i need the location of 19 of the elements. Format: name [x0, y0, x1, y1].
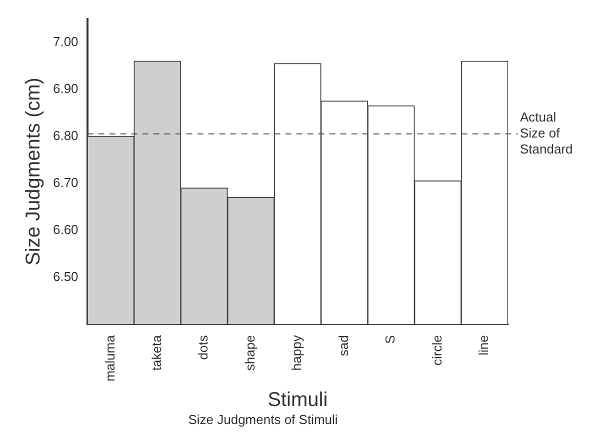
x-tick-label: sad — [336, 335, 351, 356]
x-tick-label: line — [476, 335, 492, 356]
x-tick-label: dots — [196, 334, 211, 360]
x-axis-title: Stimuli — [268, 388, 328, 411]
y-axis-title: Size Judgments (cm) — [22, 78, 45, 266]
x-tick-label: taketa — [148, 334, 164, 371]
ref-line-label: Actual Size of Standard — [520, 109, 573, 156]
y-tick-label: 7.00 — [52, 34, 78, 49]
x-tick-label: maluma — [102, 334, 118, 382]
x-tick-label: happy — [289, 334, 304, 371]
y-tick-label: 6.80 — [52, 128, 78, 143]
x-tick-label: circle — [429, 335, 444, 366]
text: Size Judgments of Stimuli — [188, 412, 338, 427]
x-tick-label: S — [382, 334, 398, 344]
y-tick-label: 6.70 — [52, 174, 78, 190]
y-tick-label: 6.90 — [52, 80, 78, 96]
y-tick-label: 6.50 — [52, 268, 78, 284]
y-tick-label: 6.60 — [52, 222, 78, 237]
x-tick-label: shape — [242, 335, 258, 371]
